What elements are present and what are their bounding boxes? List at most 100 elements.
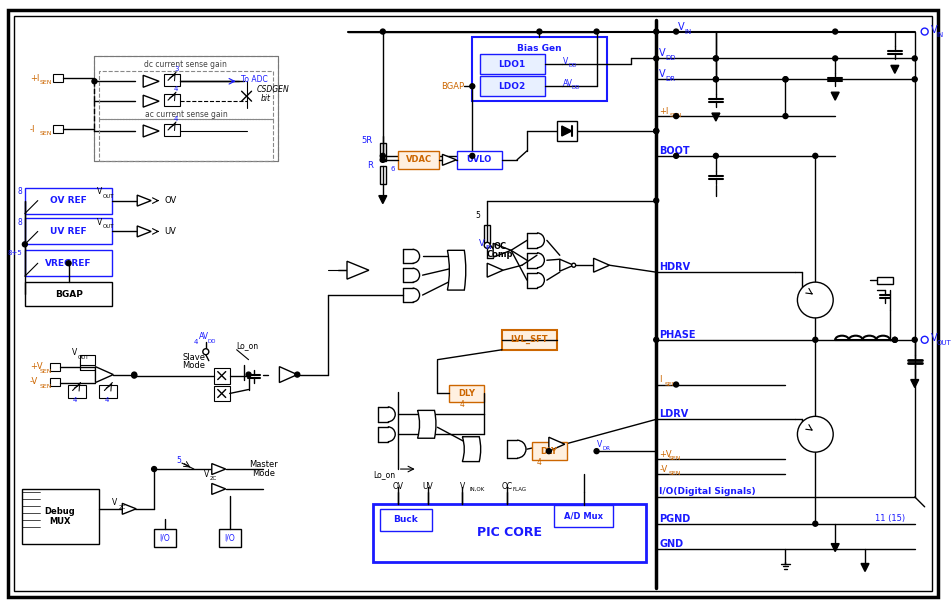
Bar [457,151,502,169]
Text: GND: GND [659,538,684,549]
Text: SEN: SEN [40,131,52,136]
Polygon shape [831,92,839,100]
Circle shape [713,154,718,158]
Text: UV: UV [165,227,176,236]
Circle shape [833,56,838,61]
Text: 4: 4 [174,116,179,122]
Circle shape [484,242,490,248]
Text: OUT: OUT [103,194,114,198]
Bar [450,384,484,402]
Text: PGND: PGND [659,514,690,524]
Text: V: V [96,187,102,196]
Circle shape [295,372,300,377]
Text: To ADC: To ADC [241,75,267,84]
Polygon shape [212,483,225,494]
Circle shape [813,337,818,342]
Circle shape [132,372,137,377]
Polygon shape [831,544,839,552]
Bar [100,72,274,119]
Circle shape [572,263,575,267]
Polygon shape [593,258,610,272]
Text: V: V [96,218,102,227]
Circle shape [594,29,599,34]
Bar [398,151,439,169]
Bar [473,36,607,101]
Circle shape [783,77,788,82]
Text: V: V [479,239,485,248]
Text: IN: IN [684,29,691,35]
Text: LDRV: LDRV [659,409,689,419]
Polygon shape [549,437,565,451]
Bar [484,225,490,243]
Text: AV: AV [199,332,209,341]
Polygon shape [144,75,159,87]
Bar [165,94,180,106]
Text: BGAP: BGAP [54,290,83,299]
Polygon shape [712,113,720,121]
Circle shape [470,84,475,89]
Bar [379,166,386,184]
Text: Buck: Buck [394,515,418,524]
Text: SEN: SEN [664,382,677,387]
Circle shape [380,29,385,34]
Circle shape [892,337,898,342]
Text: 4: 4 [459,400,464,409]
Circle shape [380,154,385,158]
Text: V: V [71,348,77,357]
Bar [214,368,230,384]
Text: 8: 8 [17,187,22,196]
Bar [25,219,112,245]
Text: DLY: DLY [457,389,475,398]
Text: OV REF: OV REF [50,196,87,205]
Text: 3: 3 [174,66,179,72]
Text: AV: AV [563,79,573,88]
Polygon shape [861,563,869,571]
Text: +I: +I [659,107,669,115]
Bar [100,119,274,161]
Bar [52,125,63,133]
Text: SEN: SEN [669,471,681,476]
Circle shape [833,29,838,34]
Bar [553,505,613,527]
Bar [68,384,86,398]
Text: ac current sense gain: ac current sense gain [145,110,227,118]
Text: OUT: OUT [103,225,114,229]
Circle shape [653,56,659,61]
Polygon shape [280,367,298,382]
Bar [94,56,279,161]
Circle shape [67,261,71,266]
Text: I: I [659,375,662,384]
Text: BGAP: BGAP [441,82,464,91]
Polygon shape [95,367,113,382]
Circle shape [653,337,659,342]
Circle shape [912,77,917,82]
Text: CSDGEN: CSDGEN [257,85,289,93]
Text: BOOT: BOOT [659,146,689,156]
Circle shape [203,349,209,354]
Polygon shape [442,154,456,165]
Circle shape [673,29,679,34]
Polygon shape [144,125,159,137]
Text: OC: OC [494,242,507,251]
Text: SEN: SEN [669,456,681,461]
Bar [100,384,117,398]
Text: V: V [563,57,568,66]
Text: VDAC: VDAC [405,155,432,164]
Text: MUX: MUX [49,517,70,526]
Text: UV REF: UV REF [50,227,87,236]
Text: -V: -V [659,464,668,473]
Text: Mode: Mode [252,469,275,478]
Circle shape [813,154,818,158]
Text: Debug: Debug [45,507,75,517]
Text: 4: 4 [105,398,108,404]
Text: Comp: Comp [487,250,514,259]
Text: V: V [678,22,685,32]
Polygon shape [137,195,151,206]
Bar [52,74,63,83]
Text: dc current sense gain: dc current sense gain [145,60,227,69]
Polygon shape [487,263,503,277]
Bar [25,282,112,306]
Text: FLAG: FLAG [512,487,526,492]
Text: I/O: I/O [160,533,170,542]
Circle shape [892,337,898,342]
